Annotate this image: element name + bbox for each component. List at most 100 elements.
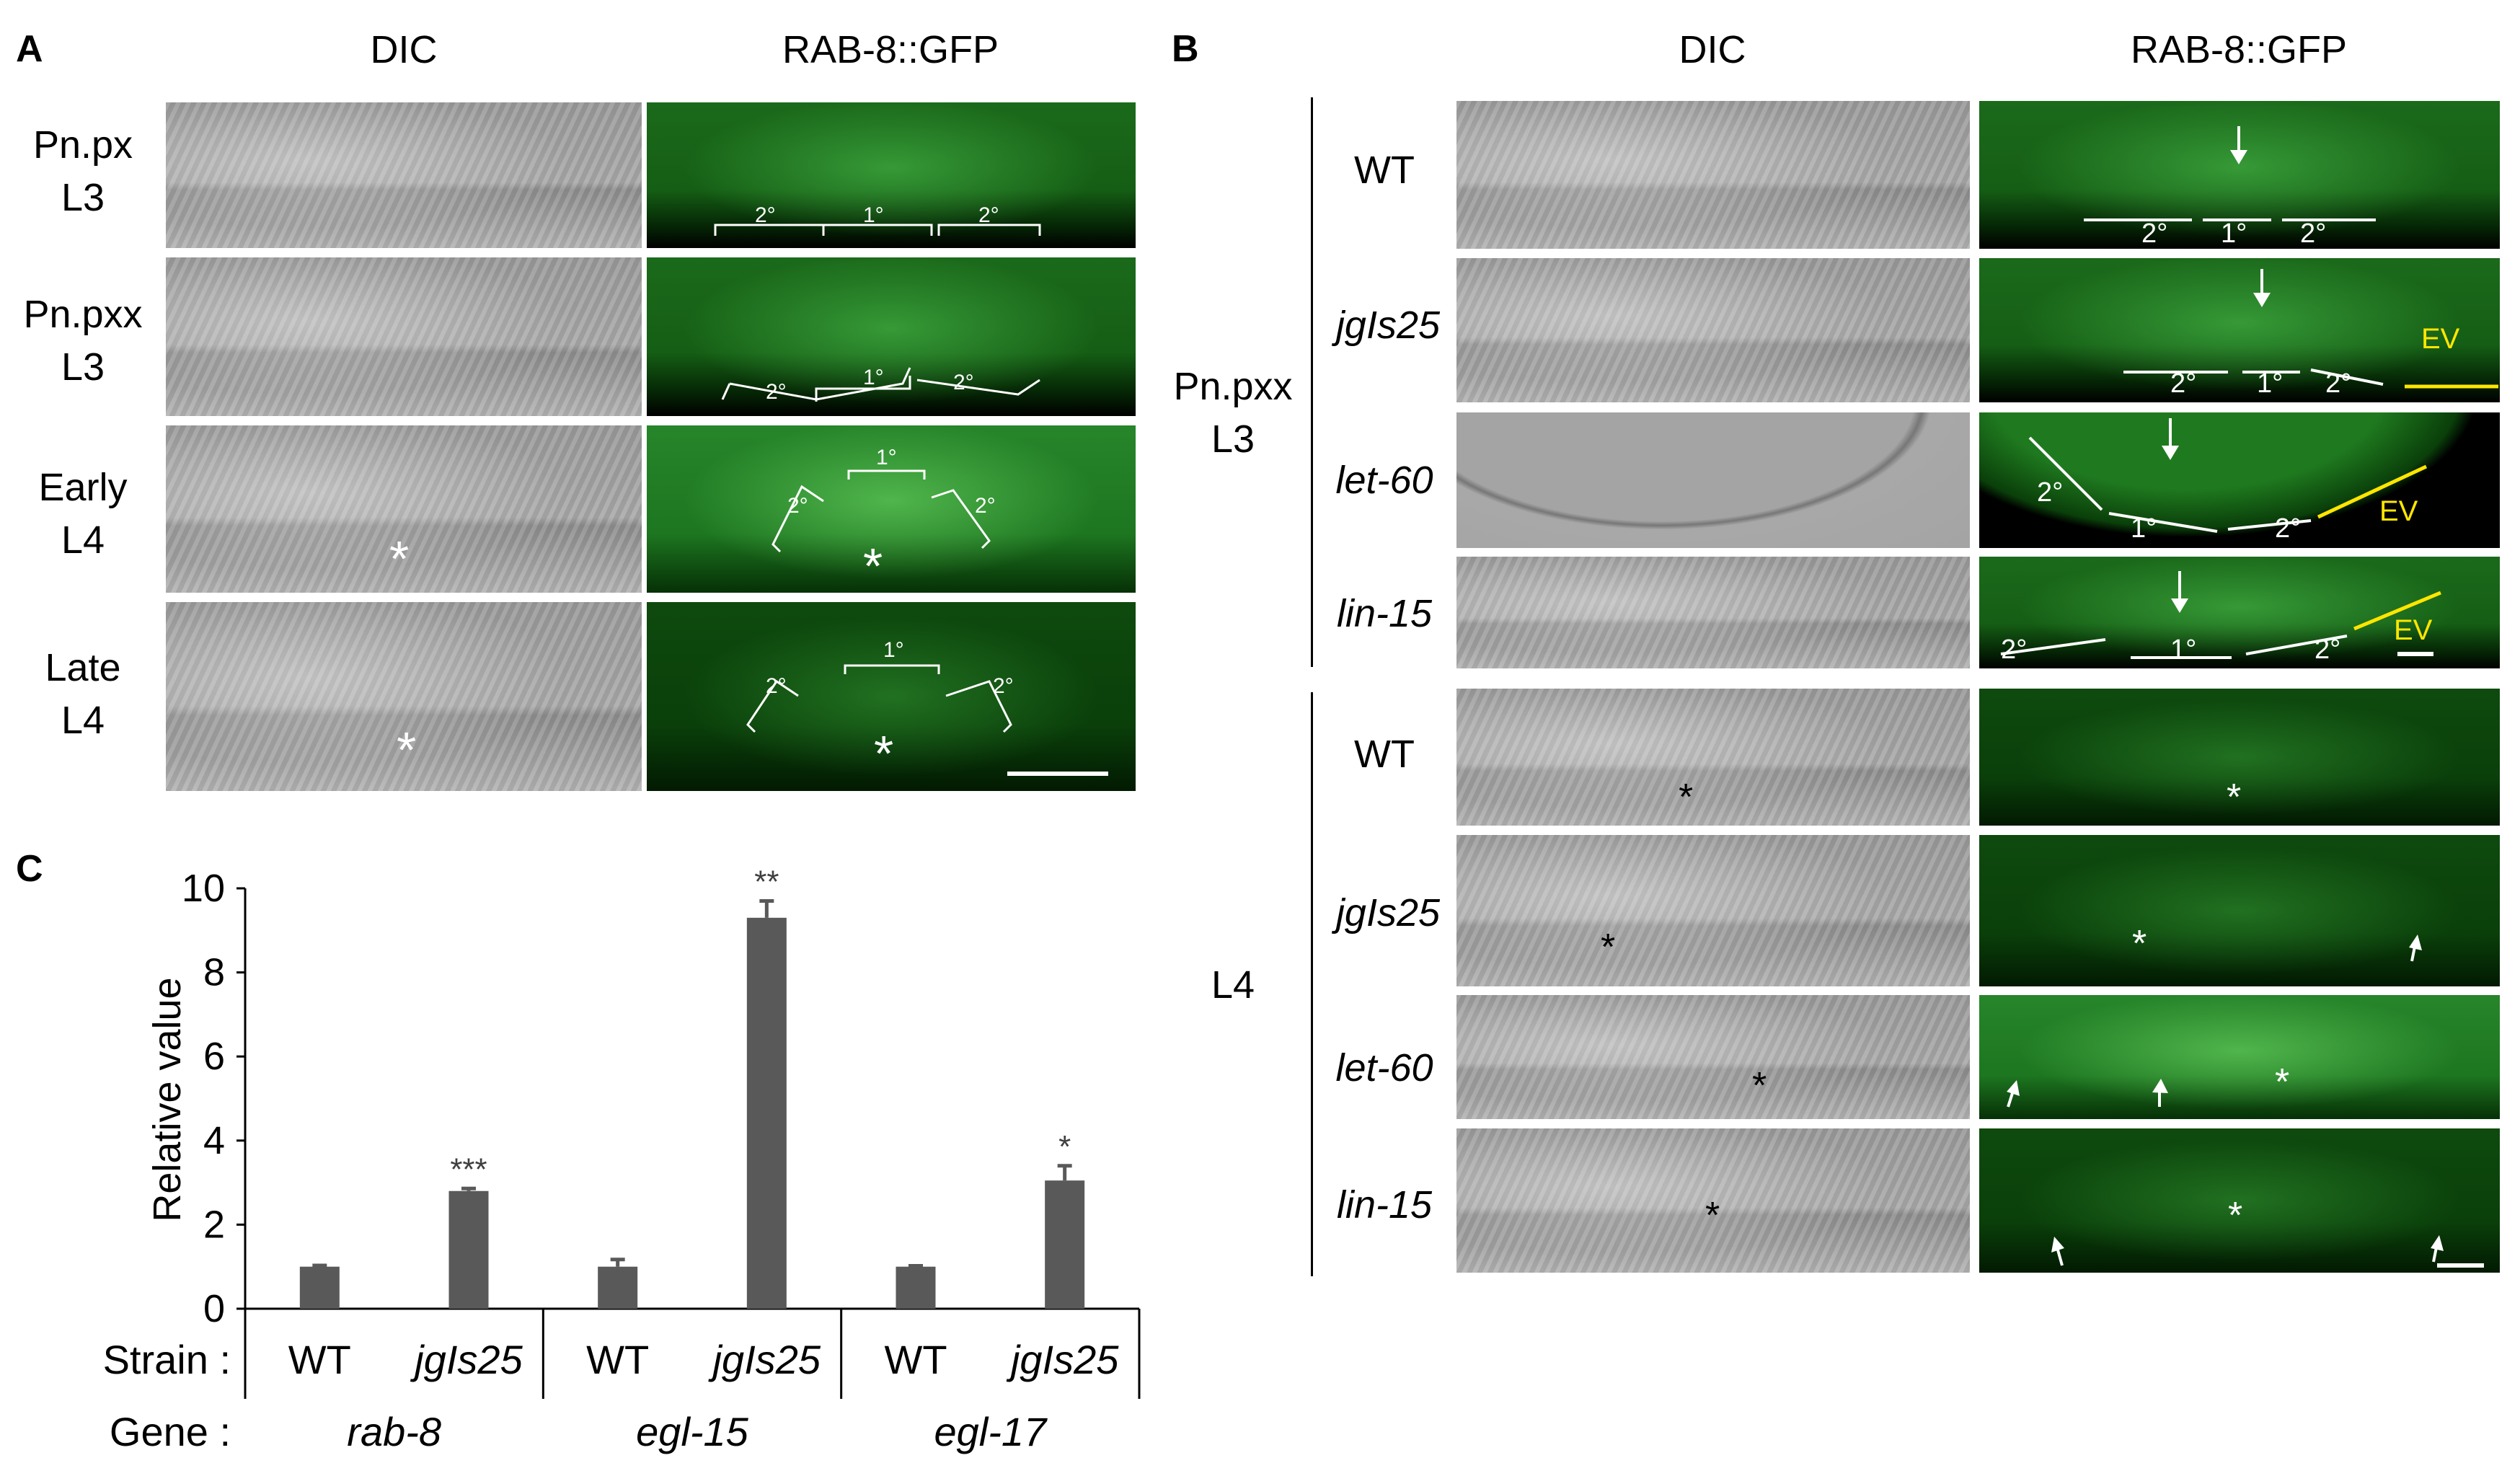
panel-a-row3-label: Early L4 [7, 461, 159, 567]
panel-a-row1-gfp-image: 2° 1° 2° [647, 102, 1136, 248]
ev-label: EV [2394, 614, 2433, 646]
row-label-line1: Late [45, 646, 121, 689]
group1-divider [1311, 97, 1313, 667]
gene-label: egl-17 [934, 1409, 1048, 1454]
panel-a-row2-gfp-image: 2° 1° 2° [647, 257, 1136, 416]
cell-label: 2° [2001, 635, 2028, 665]
arrow-overlay [2051, 1235, 2484, 1268]
row-label-line2: L4 [61, 698, 105, 742]
vulva-asterisk: * [389, 531, 410, 587]
bracket-label: 2° [993, 674, 1014, 698]
y-tick-label: 10 [182, 867, 225, 910]
strain-row-label: Strain : [103, 1337, 231, 1382]
bar-chart: 0 2 4 6 8 10 Relative value WT *** jgIs25 WT ** jgIs… [103, 864, 1141, 1454]
arrow-overlay [2028, 418, 2428, 533]
vulva-asterisk: * [874, 725, 894, 782]
cell-label: 2° [2141, 218, 2168, 249]
y-tick-label: 2 [203, 1203, 225, 1246]
panel-c-letter: C [16, 848, 43, 890]
panel-b-lin15-l4-gfp-image: * [1979, 1128, 2500, 1273]
bracket-label: 2° [787, 494, 808, 518]
cell-label: 2° [2300, 218, 2327, 249]
bracket-overlay [721, 367, 1040, 402]
bracket-overlay [714, 224, 1041, 236]
gene-row-label: Gene : [110, 1409, 231, 1454]
row-label-line1: Early [38, 466, 128, 509]
significance-label: * [1058, 1129, 1071, 1165]
row-label-line2: L3 [61, 175, 105, 219]
strain-label-lin-15: lin-15 [1336, 1183, 1433, 1227]
row-label-line2: L3 [61, 345, 105, 389]
bar [598, 1266, 638, 1309]
y-tick-label: 6 [203, 1035, 225, 1078]
strain-label-let-60: let-60 [1335, 459, 1433, 502]
panel-b-wt-l4-gfp-image: * [1979, 689, 2500, 826]
bracket-label: 1° [863, 203, 884, 227]
bracket-label: 2° [766, 674, 787, 698]
panel-a-row4-gfp-image: 2° 1° 2° * [647, 602, 1136, 791]
strain-label-let-60: let-60 [1335, 1046, 1433, 1090]
panel-a-row2-dic-image [166, 257, 642, 416]
vulva-asterisk: * [1752, 1065, 1767, 1107]
panel-a-dic-header: DIC [370, 28, 438, 71]
group-label-line2: L3 [1211, 417, 1255, 461]
bracket-overlay [746, 664, 1108, 776]
panel-a-letter: A [16, 28, 43, 70]
bracket-label: 2° [978, 203, 999, 227]
x-tick-label: WT [884, 1337, 947, 1382]
significance-label: ** [754, 864, 779, 899]
x-tick-label: jgIs25 [708, 1337, 821, 1382]
cell-label: 2° [2037, 477, 2064, 508]
bar [1045, 1180, 1085, 1309]
bracket-label: 2° [755, 203, 776, 227]
cell-label: 1° [2131, 513, 2157, 544]
y-tick-label: 8 [203, 951, 225, 994]
x-tick-label: jgIs25 [1006, 1337, 1119, 1382]
bar [448, 1190, 489, 1309]
bracket-overlay [772, 469, 991, 553]
panel-b-wt-l3-dic-image [1456, 101, 1970, 249]
y-axis-label: Relative value [146, 977, 189, 1221]
vulva-asterisk: * [1705, 1195, 1720, 1237]
cell-label: 2° [2275, 513, 2302, 544]
cell-label: 1° [2257, 368, 2284, 399]
y-tick-label: 0 [203, 1287, 225, 1330]
bracket-label: 1° [876, 446, 897, 469]
vulva-asterisk: * [863, 538, 883, 593]
x-tick-label: jgIs25 [410, 1337, 523, 1382]
cell-label: 1° [2221, 218, 2247, 249]
panel-b-dic-header: DIC [1679, 28, 1746, 71]
panel-a-row4-dic-image: * [166, 602, 642, 791]
x-tick-label: WT [586, 1337, 649, 1382]
bracket-label: 1° [883, 638, 904, 662]
bar [746, 917, 787, 1309]
strain-label-jgis25: jgIs25 [1335, 304, 1441, 347]
gene-label: rab-8 [347, 1409, 441, 1454]
panel-a-row1-dic-image [166, 102, 642, 248]
panel-b-let60-l4-dic-image: * [1456, 995, 1970, 1119]
group-label-line1: Pn.pxx [1173, 365, 1293, 408]
arrow-overlay [2007, 1079, 2168, 1108]
panel-b-let60-l3-dic-image [1456, 412, 1970, 548]
row-label-line1: Pn.px [32, 123, 133, 167]
gene-label: egl-15 [636, 1409, 749, 1454]
bracket-label: 2° [953, 371, 974, 394]
ev-label: EV [2379, 495, 2418, 527]
panel-a-row3-gfp-image: 2° 1° 2° * [647, 425, 1136, 593]
panel-b-lin15-l3-gfp-image: 2° 1° 2° EV [1979, 557, 2500, 668]
panel-b-jgis25-l3-gfp-image: 2° 1° 2° EV [1979, 258, 2500, 402]
arrow-overlay [2123, 269, 2498, 389]
bar [299, 1266, 340, 1309]
panel-b-lin15-l4-dic-image: * [1456, 1128, 1970, 1273]
vulva-asterisk: * [2132, 923, 2147, 965]
strain-label-lin-15: lin-15 [1336, 592, 1433, 635]
panel-b-lin15-l3-dic-image [1456, 557, 1970, 668]
ev-label: EV [2421, 323, 2460, 355]
cell-label: 2° [2325, 368, 2352, 399]
panel-b-jgis25-l3-dic-image [1456, 258, 1970, 402]
significance-label: *** [450, 1152, 487, 1187]
panel-a-row4-label: Late L4 [7, 642, 159, 747]
panel-b-gfp-header: RAB-8::GFP [2130, 28, 2348, 71]
vulva-asterisk: * [397, 722, 417, 778]
x-tick-label: WT [288, 1337, 351, 1382]
